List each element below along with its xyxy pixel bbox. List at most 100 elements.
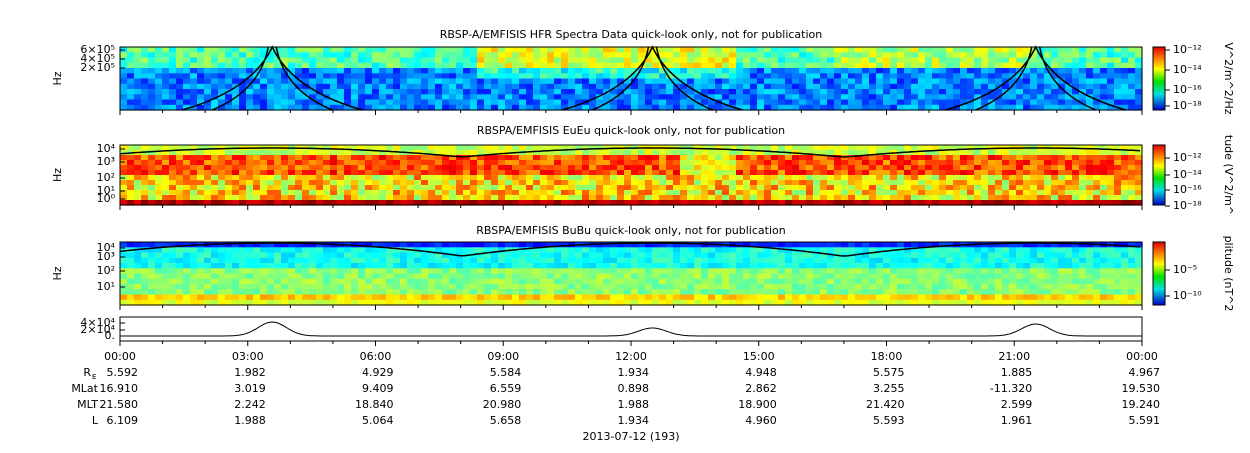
spectrogram-cell [120, 145, 128, 151]
spectrogram-cell [981, 73, 989, 80]
spectrogram-cell [820, 165, 828, 171]
spectrogram-cell [617, 289, 625, 296]
spectrogram-cell [372, 99, 380, 106]
spectrogram-cell [729, 89, 737, 95]
spectrogram-cell [946, 190, 954, 196]
spectrogram-cell [890, 175, 898, 181]
spectrogram-cell [806, 289, 814, 296]
spectrogram-cell [862, 294, 870, 301]
spectrogram-cell [813, 170, 821, 176]
spectrogram-cell [526, 145, 534, 151]
spectrogram-cell [687, 185, 695, 191]
spectrogram-cell [722, 170, 730, 176]
spectrogram-cell [512, 268, 520, 275]
spectrogram-cell [435, 185, 443, 191]
spectrogram-cell [540, 68, 548, 74]
spectrogram-cell [1114, 145, 1122, 151]
spectrogram-cell [400, 284, 408, 290]
spectrogram-cell [162, 78, 170, 85]
spectrogram-cell [680, 52, 688, 59]
spectrogram-cell [750, 155, 758, 161]
spectrogram-cell [953, 73, 961, 80]
spectrogram-cell [456, 78, 464, 85]
spectrogram-cell [925, 185, 933, 191]
spectrogram-cell [904, 299, 912, 306]
spectrogram-cell [974, 57, 982, 64]
spectrogram-cell [407, 257, 415, 264]
spectrogram-cell [155, 155, 163, 161]
spectrogram-cell [519, 62, 527, 69]
spectrogram-cell [596, 175, 604, 181]
spectrogram-cell [631, 170, 639, 176]
spectrogram-cell [414, 180, 422, 186]
spectrogram-cell [624, 68, 632, 74]
spectrogram-cell [372, 83, 380, 90]
spectrogram-cell [456, 68, 464, 74]
spectrogram-cell [722, 247, 730, 254]
spectrogram-cell [939, 175, 947, 181]
spectrogram-cell [484, 83, 492, 90]
spectrogram-cell [141, 268, 149, 275]
spectrogram-cell [281, 180, 289, 186]
spectrogram-cell [330, 247, 338, 254]
spectrogram-cell [708, 195, 716, 201]
spectrogram-cell [344, 190, 352, 196]
spectrogram-cell [190, 165, 198, 171]
spectrogram-cell [477, 195, 485, 201]
spectrogram-cell [176, 165, 184, 171]
spectrogram-cell [1037, 104, 1045, 111]
spectrogram-cell [624, 200, 632, 206]
spectrogram-cell [365, 299, 373, 306]
spectrogram-cell [967, 247, 975, 254]
spectrogram-cell [827, 278, 835, 285]
spectrogram-cell [813, 180, 821, 186]
spectrogram-cell [1023, 155, 1031, 161]
spectrogram-cell [967, 263, 975, 269]
spectrogram-cell [183, 104, 191, 111]
spectrogram-cell [687, 284, 695, 290]
spectrogram-cell [1114, 68, 1122, 74]
spectrogram-cell [505, 104, 513, 111]
spectrogram-cell [939, 170, 947, 176]
spectrogram-cell [1100, 47, 1108, 53]
spectrogram-cell [232, 299, 240, 306]
spectrogram-cell [190, 268, 198, 275]
spectrogram-cell [197, 195, 205, 201]
spectrogram-cell [281, 89, 289, 95]
spectrogram-cell [365, 165, 373, 171]
spectrogram-cell [1079, 52, 1087, 59]
spectrogram-cell [617, 104, 625, 111]
spectrogram-cell [1093, 99, 1101, 106]
spectrogram-cell [1072, 195, 1080, 201]
spectrogram-cell [673, 299, 681, 306]
spectrogram-cell [603, 47, 611, 53]
spectrogram-cell [211, 94, 219, 101]
spectrogram-cell [526, 190, 534, 196]
spectrogram-cell [855, 145, 863, 151]
spectrogram-cell [680, 257, 688, 264]
spectrogram-cell [246, 273, 254, 280]
spectrogram-cell [435, 268, 443, 275]
spectrogram-cell [498, 68, 506, 74]
spectrogram-cell [1044, 175, 1052, 181]
spectrogram-cell [715, 180, 723, 186]
spectrogram-cell [911, 165, 919, 171]
spectrogram-cell [274, 83, 282, 90]
spectrogram-cell [526, 284, 534, 290]
spectrogram-cell [169, 257, 177, 264]
spectrogram-cell [659, 160, 667, 166]
spectrogram-cell [1002, 83, 1010, 90]
spectrogram-cell [869, 247, 877, 254]
spectrogram-cell [596, 160, 604, 166]
spectrogram-cell [323, 190, 331, 196]
spectrogram-cell [169, 200, 177, 206]
spectrogram-cell [232, 78, 240, 85]
spectrogram-cell [939, 62, 947, 69]
spectrogram-cell [855, 252, 863, 259]
spectrogram-cell [176, 247, 184, 254]
spectrogram-cell [841, 294, 849, 301]
spectrogram-cell [757, 68, 765, 74]
spectrogram-cell [974, 268, 982, 275]
spectrogram-cell [162, 200, 170, 206]
spectrogram-cell [953, 62, 961, 69]
